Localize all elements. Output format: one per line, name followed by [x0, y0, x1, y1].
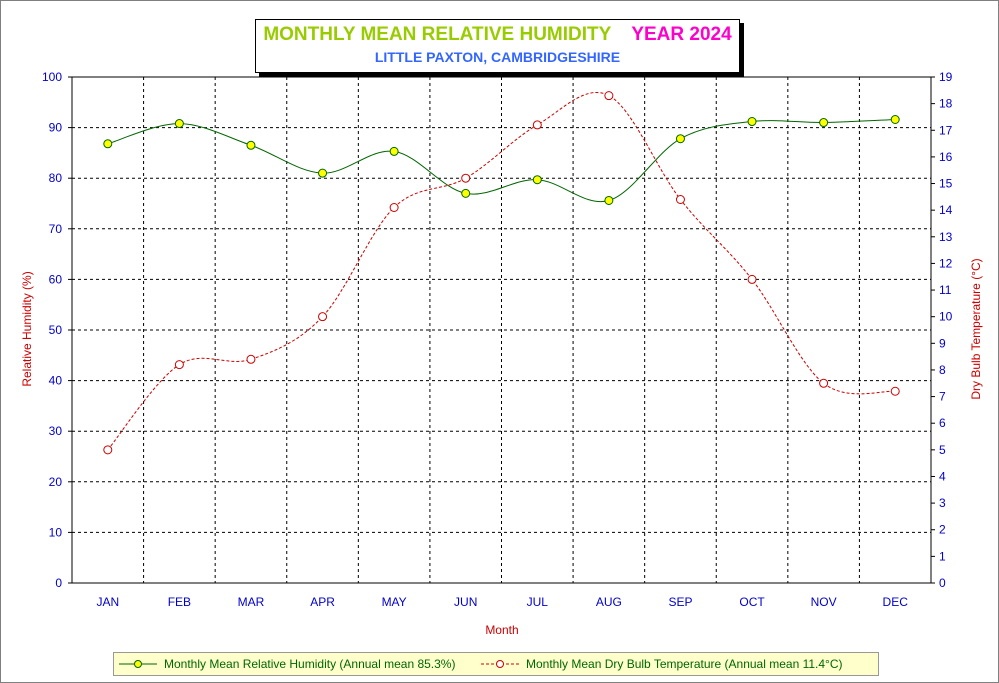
y-left-tick-label: 40	[49, 374, 63, 388]
y-right-tick-label: 9	[939, 336, 946, 350]
temperature-data-point	[174, 360, 184, 370]
temperature-data-point	[389, 202, 399, 212]
temperature-series-line	[107, 92, 896, 451]
humidity-data-point	[532, 175, 542, 185]
y-right-tick-label: 15	[939, 177, 953, 191]
axes: 0102030405060708090100012345678910111213…	[42, 70, 953, 609]
y-left-tick-label: 20	[49, 475, 63, 489]
legend-humidity-label: Monthly Mean Relative Humidity (Annual m…	[164, 657, 456, 671]
x-axis-title: Month	[485, 623, 518, 637]
chart-title: MONTHLY MEAN RELATIVE HUMIDITY	[263, 24, 612, 45]
y-right-tick-label: 2	[939, 523, 946, 537]
y-right-tick-label: 19	[939, 70, 953, 84]
y-right-tick-label: 7	[939, 390, 946, 404]
y-right-tick-label: 11	[939, 283, 952, 297]
series	[103, 91, 900, 455]
humidity-data-point	[747, 117, 757, 127]
humidity-data-point	[174, 119, 184, 129]
x-tick-label: NOV	[811, 595, 837, 609]
chart-title-box: MONTHLY MEAN RELATIVE HUMIDITY YEAR 2024 …	[255, 19, 740, 73]
y-left-tick-label: 90	[49, 121, 63, 135]
x-tick-label: DEC	[883, 595, 909, 609]
temperature-data-point	[318, 312, 328, 322]
y-left-tick-label: 70	[49, 222, 63, 236]
legend-temperature-label: Monthly Mean Dry Bulb Temperature (Annua…	[526, 657, 843, 671]
y-right-tick-label: 3	[939, 496, 946, 510]
y-right-tick-label: 0	[939, 576, 946, 590]
humidity-data-point	[246, 140, 256, 150]
chart-title-year: YEAR 2024	[631, 24, 732, 45]
legend-humidity-symbol	[119, 660, 157, 668]
x-tick-label: OCT	[739, 595, 765, 609]
x-tick-label: JUL	[527, 595, 549, 609]
y-right-tick-label: 16	[939, 150, 953, 164]
humidity-data-point	[389, 146, 399, 156]
x-tick-label: JUN	[454, 595, 477, 609]
y-axis-right-title: Dry Bulb Temperature (°C)	[969, 258, 983, 399]
temperature-data-point	[890, 386, 900, 396]
y-right-tick-label: 1	[939, 549, 946, 563]
x-tick-label: MAR	[238, 595, 265, 609]
y-right-tick-label: 13	[939, 230, 953, 244]
temperature-data-point	[747, 274, 757, 284]
x-tick-label: APR	[310, 595, 335, 609]
humidity-data-point	[890, 115, 900, 125]
y-right-tick-label: 10	[939, 310, 953, 324]
legend-temperature-symbol	[481, 660, 519, 668]
y-left-tick-label: 0	[55, 576, 62, 590]
chart-title-line: MONTHLY MEAN RELATIVE HUMIDITY YEAR 2024	[256, 24, 739, 46]
temperature-data-point	[819, 378, 829, 388]
x-tick-label: AUG	[596, 595, 622, 609]
y-right-tick-label: 6	[939, 416, 946, 430]
temperature-data-point	[246, 354, 256, 364]
y-right-tick-label: 17	[939, 123, 953, 137]
y-left-tick-label: 60	[49, 272, 63, 286]
y-right-tick-label: 4	[939, 469, 946, 483]
y-right-tick-label: 18	[939, 97, 953, 111]
y-right-tick-label: 14	[939, 203, 953, 217]
y-right-tick-label: 8	[939, 363, 946, 377]
y-left-tick-label: 50	[49, 323, 63, 337]
y-left-tick-label: 30	[49, 424, 63, 438]
temperature-data-point	[675, 195, 685, 205]
y-left-tick-label: 10	[49, 525, 63, 539]
y-left-tick-label: 80	[49, 171, 63, 185]
humidity-data-point	[318, 168, 328, 178]
plot-area-border	[71, 76, 932, 584]
y-axis-left-title: Relative Humidity (%)	[20, 271, 34, 386]
humidity-data-point	[103, 139, 113, 149]
x-tick-label: SEP	[668, 595, 692, 609]
temperature-data-point	[461, 173, 471, 183]
temperature-data-point	[604, 91, 614, 101]
x-tick-label: JAN	[96, 595, 119, 609]
y-right-tick-label: 5	[939, 443, 946, 457]
temperature-data-point	[532, 120, 542, 130]
x-tick-label: MAY	[382, 595, 407, 609]
humidity-data-point	[461, 188, 471, 198]
legend: Monthly Mean Relative Humidity (Annual m…	[113, 652, 879, 676]
x-tick-label: FEB	[168, 595, 191, 609]
humidity-data-point	[675, 134, 685, 144]
y-right-tick-label: 12	[939, 256, 953, 270]
humidity-data-point	[604, 195, 614, 205]
humidity-data-point	[819, 118, 829, 128]
chart-subtitle: LITTLE PAXTON, CAMBRIDGESHIRE	[374, 49, 621, 65]
y-left-tick-label: 100	[42, 70, 62, 84]
grid	[72, 77, 931, 583]
temperature-data-point	[103, 445, 113, 455]
